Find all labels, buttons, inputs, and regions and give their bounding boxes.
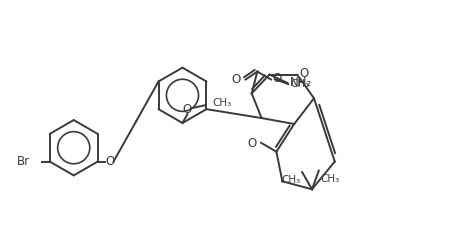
Text: O: O — [231, 73, 241, 86]
Text: Br: Br — [17, 155, 30, 168]
Text: O: O — [183, 103, 192, 116]
Text: O: O — [299, 67, 308, 80]
Text: O: O — [248, 137, 257, 150]
Text: CH₃: CH₃ — [212, 98, 231, 108]
Text: CH₃: CH₃ — [321, 174, 340, 184]
Text: NH₂: NH₂ — [289, 76, 312, 89]
Text: CH₃: CH₃ — [290, 79, 310, 89]
Text: CH₃: CH₃ — [281, 175, 300, 185]
Text: O: O — [105, 155, 114, 168]
Text: O: O — [272, 72, 281, 85]
